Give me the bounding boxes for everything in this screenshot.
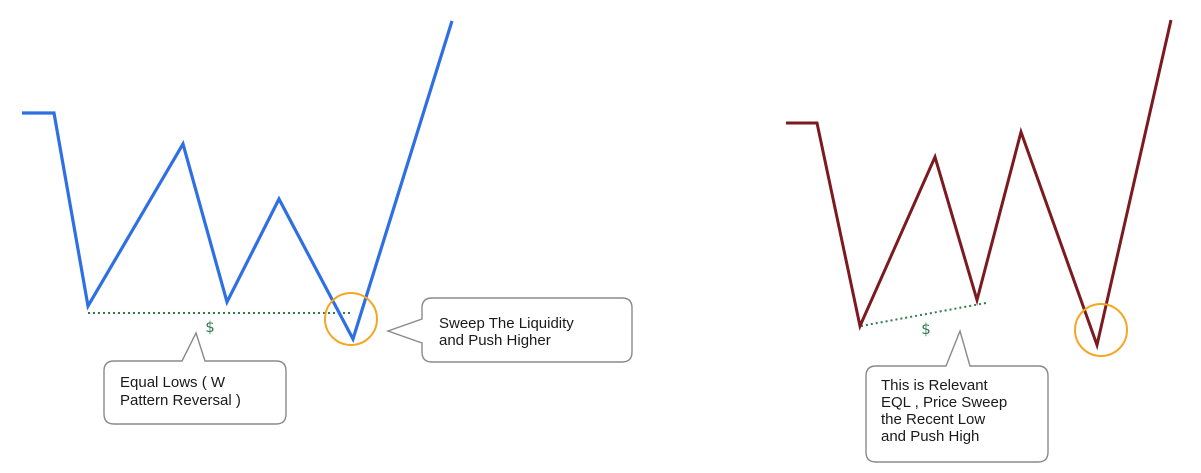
right-diagram: $ This is Relevant EQL , Price Sweep the… [786,19,1173,463]
callout-sweep-line-1: Sweep The Liquidity [439,315,574,332]
callout-relevant-line-3: the Recent Low [881,411,985,428]
callout-sweep: Sweep The Liquidity and Push Higher [385,297,633,363]
callout-equal-lows-line-2: Pattern Reversal ) [120,392,241,409]
callout-relevant-line-4: and Push High [881,428,979,445]
callout-relevant-line-1: This is Relevant [881,377,989,394]
left-price-path [22,20,454,344]
callout-relevant-eql: This is Relevant EQL , Price Sweep the R… [865,328,1049,463]
callout-sweep-line-2: and Push Higher [439,332,551,349]
right-sweep-circle [1074,303,1128,357]
callout-sweep-bubble [385,297,633,363]
right-liquidity-line [860,302,987,327]
callout-relevant-eql-bubble [865,328,1049,463]
right-liquidity-symbol: $ [921,320,931,338]
left-liquidity-symbol: $ [205,318,215,336]
callout-relevant-line-2: EQL , Price Sweep [881,394,1007,411]
callout-equal-lows-line-1: Equal Lows ( W [120,374,226,391]
left-diagram: $ Equal Lows ( W Pattern Reversal ) Swee… [22,20,633,425]
callout-equal-lows-bubble [103,331,287,425]
callout-equal-lows: Equal Lows ( W Pattern Reversal ) [103,331,287,425]
right-price-path [786,19,1173,351]
left-sweep-circle [324,292,378,346]
